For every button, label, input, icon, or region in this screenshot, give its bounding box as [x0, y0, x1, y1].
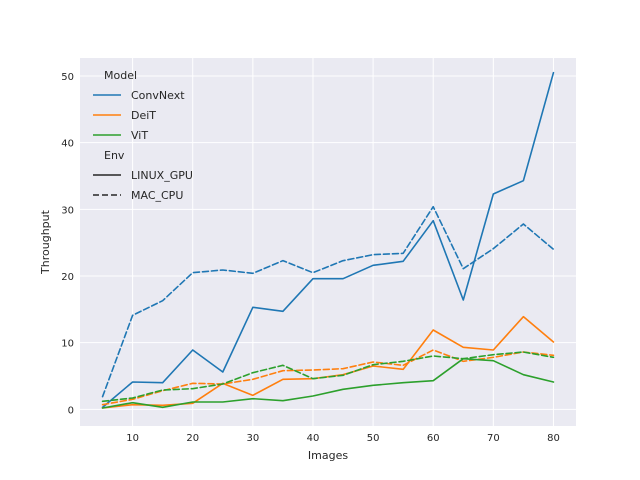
x-tick-label: 30	[246, 433, 259, 444]
y-tick-label: 40	[61, 139, 74, 150]
y-tick-label: 20	[61, 272, 74, 283]
legend-entry-deit: DeiT	[131, 109, 156, 122]
legend-title-model: Model	[104, 69, 137, 82]
y-tick-label: 50	[61, 72, 74, 83]
x-axis-label: Images	[308, 449, 348, 462]
series-line-vit-mac-cpu	[101, 351, 555, 403]
x-tick-label: 80	[547, 433, 560, 444]
y-axis-label: Throughput	[39, 209, 52, 275]
y-tick-label: 0	[68, 405, 74, 416]
series-group	[101, 71, 555, 409]
legend-entry-mac-cpu: MAC_CPU	[131, 189, 183, 202]
legend-entry-vit: ViT	[131, 129, 148, 142]
legend: Model ConvNext DeiT ViT Env LINUX_GPU MAC_CPU	[93, 69, 193, 202]
x-tick-label: 60	[427, 433, 440, 444]
legend-entry-convnext: ConvNext	[131, 89, 185, 102]
x-tick-label: 70	[487, 433, 500, 444]
y-tick-labels: 0 10 20 30 40 50	[61, 72, 74, 416]
legend-title-env: Env	[104, 149, 125, 162]
series-line-vit-linux-gpu	[101, 357, 555, 409]
x-tick-labels: 10 20 30 40 50 60 70 80	[126, 433, 560, 444]
series-line-convnext-mac-cpu	[101, 205, 555, 398]
series-line-convnext-linux-gpu	[101, 71, 555, 409]
x-tick-label: 20	[186, 433, 199, 444]
y-tick-label: 30	[61, 205, 74, 216]
x-tick-label: 40	[307, 433, 320, 444]
legend-entry-linux-gpu: LINUX_GPU	[131, 169, 193, 182]
y-tick-label: 10	[61, 339, 74, 350]
grid	[80, 58, 576, 426]
x-tick-label: 10	[126, 433, 139, 444]
x-tick-label: 50	[367, 433, 380, 444]
